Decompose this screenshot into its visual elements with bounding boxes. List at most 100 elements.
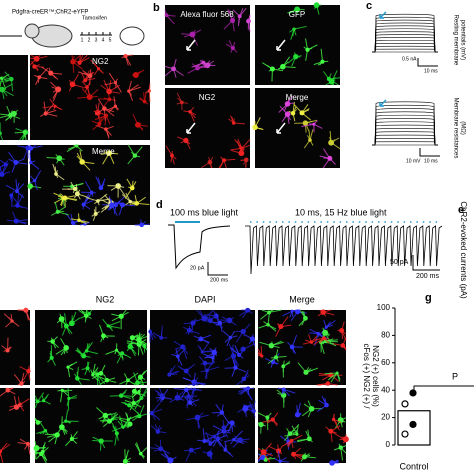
cell-body <box>127 343 133 350</box>
scale-bar <box>207 262 228 276</box>
process <box>148 90 151 103</box>
cell-body <box>246 18 251 24</box>
cell-body <box>329 460 335 466</box>
cell-body <box>338 445 343 450</box>
cell-body <box>188 109 192 114</box>
cell-body <box>113 81 117 85</box>
cell-body <box>192 387 197 392</box>
cell-body <box>190 320 196 326</box>
label: b <box>153 2 160 14</box>
cell-body <box>158 446 164 452</box>
micrograph-cells <box>27 144 150 228</box>
process <box>128 80 132 92</box>
cell-body <box>207 318 213 324</box>
cell-body <box>75 376 80 381</box>
cell-body <box>81 202 86 207</box>
cell-body <box>135 380 140 386</box>
cell-body <box>292 27 296 31</box>
process <box>327 372 338 381</box>
process <box>291 434 303 442</box>
process <box>245 389 253 400</box>
process <box>108 72 116 83</box>
process <box>330 372 338 383</box>
cell-body <box>240 328 246 335</box>
label: 10 ms, 15 Hz blue light <box>295 207 387 217</box>
micrograph <box>150 388 255 463</box>
process <box>189 111 195 122</box>
cell-body <box>101 333 106 339</box>
cell-body <box>194 414 201 421</box>
cell-body <box>324 402 329 408</box>
cell-body <box>123 54 128 58</box>
cell-body <box>302 315 308 321</box>
cell-body <box>126 378 130 383</box>
cell-body <box>294 6 301 13</box>
cell-body <box>246 386 251 391</box>
label: NG2 <box>199 93 216 102</box>
cell-body <box>15 203 20 208</box>
trace <box>372 37 438 53</box>
cell-body <box>43 428 48 433</box>
label: Alexa fluor 568 <box>180 10 234 19</box>
cell-body <box>33 179 37 183</box>
process <box>128 414 140 421</box>
process <box>5 184 18 192</box>
process <box>67 366 71 378</box>
cell-body <box>69 81 76 88</box>
trace <box>168 224 231 270</box>
cell-body <box>77 218 81 223</box>
cell-body <box>87 311 91 316</box>
cell-body <box>326 76 332 82</box>
cell-body <box>155 429 161 434</box>
cell-body <box>321 336 326 341</box>
cell-body <box>131 400 136 406</box>
process <box>113 96 116 107</box>
arrow <box>276 122 286 134</box>
label: 200 ms <box>416 273 439 280</box>
cell-body <box>188 447 194 453</box>
cell-body <box>322 329 329 336</box>
cell-body <box>25 441 30 446</box>
cell-body <box>13 404 20 410</box>
process <box>233 122 245 125</box>
micrograph-cells <box>1 307 31 386</box>
micrograph-cells <box>148 307 256 386</box>
stim-arrow <box>379 99 387 107</box>
cell-body <box>308 138 312 142</box>
cell-body <box>289 438 294 443</box>
cell-body <box>11 110 17 117</box>
label: 200 ms <box>210 277 228 283</box>
cell-body <box>280 63 286 70</box>
label: 1 <box>81 37 84 43</box>
cell-body <box>0 131 2 136</box>
cell-body <box>189 31 196 38</box>
cell-body <box>5 348 10 353</box>
cell-body <box>84 313 89 318</box>
cell-body <box>63 323 69 329</box>
cell-body <box>98 185 104 191</box>
cell-body <box>132 72 139 78</box>
y-tick-label: 80 <box>381 331 390 340</box>
process <box>108 321 121 327</box>
cell-body <box>195 65 200 71</box>
micrograph <box>165 88 250 168</box>
micrograph-cells <box>29 54 151 139</box>
process <box>187 396 197 407</box>
label: GFP <box>289 10 305 19</box>
cell-body <box>131 388 137 394</box>
cell-body <box>86 94 93 101</box>
cell-body <box>50 339 55 344</box>
cell-body <box>118 393 124 398</box>
process <box>165 145 173 156</box>
cell-body <box>127 421 133 427</box>
cell-body <box>5 387 11 393</box>
label: Merge <box>92 147 115 156</box>
cell-body <box>267 310 272 315</box>
cell-body <box>295 432 299 436</box>
cell-body <box>114 431 119 436</box>
cell-body <box>202 439 207 444</box>
data-point <box>401 430 409 438</box>
label: e <box>458 204 464 216</box>
cell-body <box>316 331 320 336</box>
cell-body <box>325 381 331 386</box>
